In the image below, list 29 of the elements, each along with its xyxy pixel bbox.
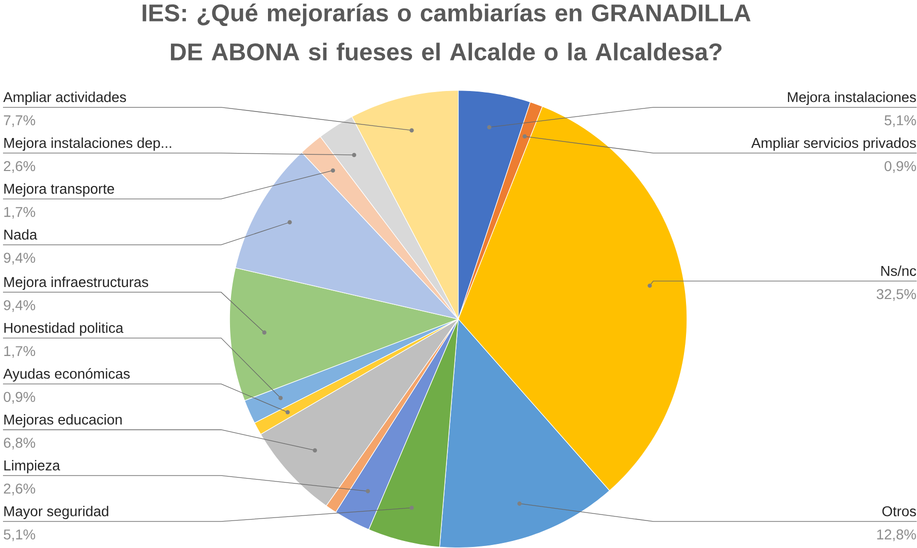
slice-label: Mejora transporte (4, 183, 114, 197)
data-label: 2,6% (4, 161, 36, 173)
data-label: 32,5% (876, 289, 916, 301)
data-label: 6,8% (4, 438, 36, 450)
slice-label: Mejoras educacion (4, 414, 122, 428)
slice-label: Mejora infraestructuras (4, 276, 148, 290)
data-label: 1,7% (4, 206, 36, 219)
slice-label: Mejora instalaciones dep... (4, 137, 172, 151)
slice-label: Ayudas económicas (3, 368, 130, 382)
slice-label: Ampliar servicios privados (751, 137, 916, 151)
slice-label: Mejora instalaciones (788, 92, 916, 105)
data-label: 5,1% (4, 529, 36, 542)
slice-label: Mayor seguridad (4, 506, 108, 520)
slice-label: Ampliar actividades (3, 92, 126, 105)
data-label: 9,4% (4, 300, 36, 312)
data-label: 1,7% (4, 346, 36, 358)
slice-label: Limpieza (4, 460, 60, 474)
data-label: 7,7% (4, 115, 36, 127)
slice-label: Nada (4, 229, 38, 240)
slice-label: Ns/nc (881, 265, 916, 276)
data-label: 5,1% (884, 115, 916, 127)
data-label: 0,9% (4, 392, 36, 404)
data-label: 2,6% (4, 484, 36, 496)
data-label: 9,4% (4, 252, 36, 264)
data-label: 12,8% (877, 529, 916, 542)
slice-label: Otros (882, 506, 916, 516)
slice-label: Honestidad politica (4, 322, 124, 336)
data-label: 0,9% (884, 161, 916, 173)
chart-title: IES: ¿Qué mejorarías o cambiarías en GRANADILLA DE ABONA si fueses el Alcalde o la Alcaldesa? (142, 3, 751, 60)
